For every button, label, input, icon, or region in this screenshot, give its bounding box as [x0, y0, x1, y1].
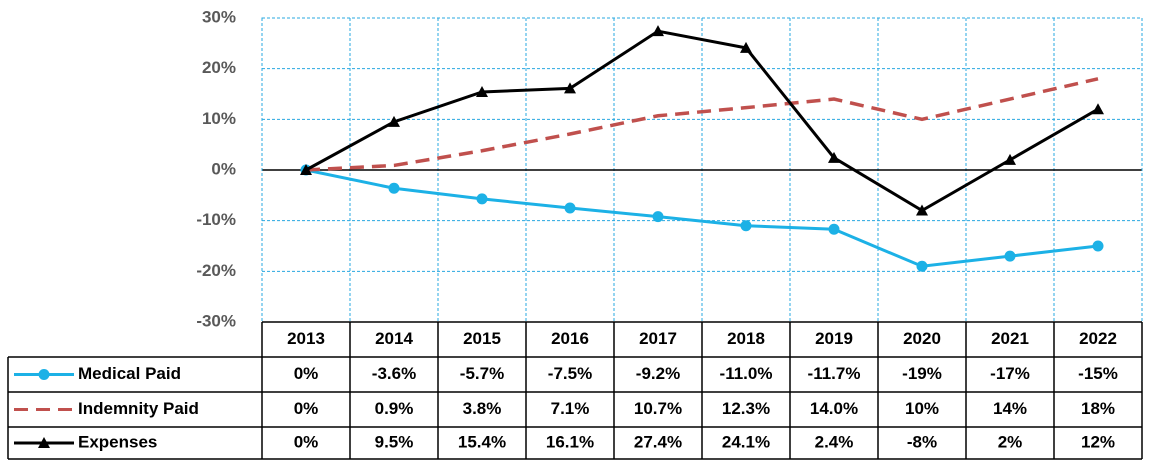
point: [916, 260, 928, 272]
legend-label: Medical Paid: [78, 364, 181, 383]
table-cell: 0.9%: [375, 399, 414, 418]
y-tick-label: 20%: [202, 58, 236, 77]
x-tick-label: 2020: [903, 329, 941, 348]
table-cell: 2%: [998, 432, 1023, 451]
table-cell: 12.3%: [722, 399, 770, 418]
table-cell: -11.7%: [808, 364, 861, 383]
x-tick-label: 2019: [815, 329, 853, 348]
point: [564, 82, 576, 94]
legend-label: Expenses: [78, 432, 157, 451]
x-tick-label: 2013: [287, 329, 325, 348]
y-tick-label: 30%: [202, 7, 236, 26]
table-cell: 14%: [993, 399, 1027, 418]
y-tick-label: -10%: [196, 210, 236, 229]
table-cell: -5.7%: [460, 364, 504, 383]
table-cell: 16.1%: [546, 432, 594, 451]
legend-label: Indemnity Paid: [78, 399, 199, 418]
point: [1004, 153, 1016, 165]
point: [476, 85, 488, 97]
table-cell: 15.4%: [458, 432, 506, 451]
point: [388, 115, 400, 127]
table-cell: 24.1%: [722, 432, 770, 451]
x-tick-label: 2015: [463, 329, 501, 348]
point: [740, 41, 752, 53]
table-cell: 14.0%: [810, 399, 858, 418]
table-cell: 9.5%: [375, 432, 414, 451]
x-tick-label: 2017: [639, 329, 677, 348]
table-cell: -3.6%: [372, 364, 416, 383]
point: [300, 164, 312, 175]
y-tick-label: -20%: [196, 261, 236, 280]
x-tick-label: 2014: [375, 329, 413, 348]
table-cell: -19%: [902, 364, 942, 383]
x-tick-label: 2018: [727, 329, 765, 348]
point: [1092, 240, 1104, 252]
table-cell: -11.0%: [720, 364, 773, 383]
table-cell: 27.4%: [634, 432, 682, 451]
table-cell: -9.2%: [636, 364, 680, 383]
point: [652, 211, 664, 223]
table-cell: 10%: [905, 399, 939, 418]
point: [652, 25, 664, 37]
legend-marker: [38, 437, 50, 448]
series-line: [305, 29, 1099, 213]
table-cell: 7.1%: [551, 399, 590, 418]
point: [1092, 103, 1104, 115]
table-cell: -15%: [1078, 364, 1118, 383]
legend-marker: [38, 369, 50, 380]
table-cell: 18%: [1081, 399, 1115, 418]
x-tick-label: 2016: [551, 329, 589, 348]
table-cell: 0%: [294, 432, 319, 451]
point: [828, 151, 840, 163]
series-line: [305, 168, 1099, 268]
table-cell: 12%: [1081, 432, 1115, 451]
table-cell: 10.7%: [634, 399, 682, 418]
point: [564, 202, 576, 214]
point: [916, 204, 928, 216]
point: [388, 182, 400, 194]
x-tick-label: 2022: [1079, 329, 1117, 348]
plot-border: [261, 17, 1143, 323]
table-cell: 0%: [294, 364, 319, 383]
table-cell: 3.8%: [463, 399, 502, 418]
point: [740, 220, 752, 232]
table-cell: -17%: [990, 364, 1030, 383]
table-cell: 2.4%: [815, 432, 854, 451]
series-line: [305, 77, 1099, 172]
table-cell: -8%: [907, 432, 937, 451]
y-tick-label: 10%: [202, 109, 236, 128]
y-tick-label: -30%: [196, 311, 236, 330]
table-cell: 0%: [294, 399, 319, 418]
x-tick-label: 2021: [991, 329, 1029, 348]
point: [1004, 250, 1016, 262]
table-cell: -7.5%: [548, 364, 592, 383]
point: [476, 193, 488, 205]
y-tick-label: 0%: [211, 159, 236, 178]
point: [828, 223, 840, 235]
